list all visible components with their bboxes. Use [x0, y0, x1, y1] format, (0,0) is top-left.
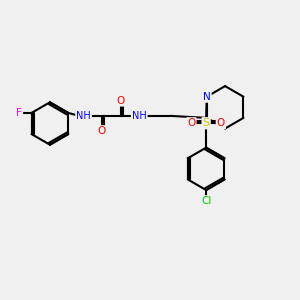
Text: O: O: [187, 118, 196, 128]
Text: F: F: [16, 108, 22, 118]
Text: O: O: [117, 95, 125, 106]
Text: S: S: [202, 118, 210, 128]
Text: O: O: [98, 126, 106, 136]
Text: N: N: [203, 92, 211, 102]
Text: NH: NH: [76, 111, 91, 121]
Text: Cl: Cl: [201, 196, 211, 206]
Text: NH: NH: [132, 111, 147, 121]
Text: O: O: [217, 118, 225, 128]
